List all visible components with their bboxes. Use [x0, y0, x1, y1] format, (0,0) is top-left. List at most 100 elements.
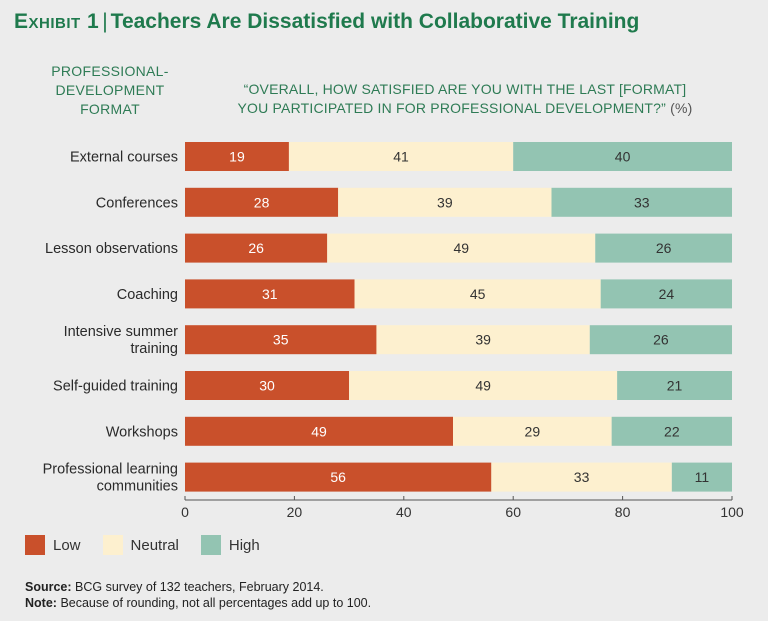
format-header-line-2: DEVELOPMENT [55, 82, 165, 98]
bar-value-label-low: 19 [229, 149, 245, 165]
x-tick-label: 20 [287, 504, 303, 520]
bar-value-label-low: 28 [254, 194, 270, 210]
bar-segment-low [185, 142, 289, 171]
legend-label-low: Low [53, 536, 81, 554]
category-label: External courses [70, 150, 178, 166]
bar-segment-low [185, 325, 377, 355]
bar-value-label-low: 56 [330, 469, 346, 485]
bar-segment-low [185, 279, 355, 309]
bar-segment-low [185, 416, 454, 446]
bar-value-label-neutral: 45 [470, 286, 486, 302]
note-text: Because of rounding, not all percentages… [60, 596, 372, 610]
note-label: Note: [25, 596, 57, 610]
question-line-2-text: YOU PARTICIPATED IN FOR PROFESSIONAL DEV… [237, 100, 667, 116]
category-label-line: training [130, 341, 178, 357]
question-line-2: YOU PARTICIPATED IN FOR PROFESSIONAL DEV… [200, 99, 730, 118]
bar-segment-neutral [338, 187, 552, 217]
bar-segment-neutral [453, 416, 612, 446]
x-tick-label: 80 [615, 504, 631, 520]
bar-value-label-neutral: 49 [475, 378, 491, 394]
bar-value-label-high: 26 [656, 240, 672, 256]
bar-segment-neutral [491, 462, 672, 492]
legend-label-high: High [228, 536, 260, 554]
category-label-line: communities [97, 479, 178, 495]
legend-item-low: Low [25, 535, 81, 555]
legend-swatch-high [200, 535, 221, 555]
bar-value-label-neutral: 39 [437, 194, 453, 210]
bar-value-label-high: 33 [634, 194, 650, 210]
legend-swatch-neutral [102, 535, 123, 555]
category-label-line: External courses [70, 150, 178, 166]
bar-segment-high [611, 416, 732, 446]
legend-swatch-low [25, 535, 45, 555]
percent-unit: (%) [670, 100, 693, 116]
category-label: Lesson observations [45, 241, 178, 257]
bar-value-label-low: 30 [259, 378, 275, 394]
bar-value-label-low: 35 [273, 332, 289, 348]
source-text: BCG survey of 132 teachers, February 201… [75, 580, 324, 594]
legend-item-neutral: Neutral [102, 535, 179, 555]
bar-value-label-low: 31 [262, 286, 278, 302]
bar-value-label-neutral: 33 [574, 469, 590, 485]
bar-segment-low [185, 462, 492, 492]
exhibit-label: Exhibit 1 [14, 10, 100, 33]
bar-segment-neutral [354, 279, 601, 309]
bar-segment-neutral [327, 233, 596, 263]
bar-segment-high [595, 233, 732, 263]
bar-value-label-high: 21 [667, 378, 683, 394]
bar-segment-low [185, 233, 328, 263]
bar-value-label-high: 40 [615, 149, 631, 165]
x-tick-label: 0 [181, 504, 189, 520]
bar-value-label-neutral: 29 [525, 423, 541, 439]
category-label-line: Self-guided training [53, 379, 178, 395]
question-header: “OVERALL, HOW SATISFIED ARE YOU WITH THE… [200, 80, 730, 118]
category-label: Coaching [117, 287, 178, 303]
legend: Low Neutral High [25, 535, 282, 555]
rounding-note: Note: Because of rounding, not all perce… [25, 595, 371, 611]
category-label-line: Intensive summer [64, 324, 179, 340]
bar-segment-neutral [288, 142, 514, 171]
title-text: Teachers Are Dissatisfied with Collabora… [110, 10, 640, 33]
bar-value-label-high: 11 [695, 469, 710, 485]
category-label-line: Workshops [106, 424, 178, 440]
category-label: Professional learning communities [43, 462, 178, 495]
title-separator: | [102, 10, 108, 33]
category-label: Conferences [96, 195, 178, 211]
footer-notes: Source: BCG survey of 132 teachers, Febr… [25, 579, 371, 611]
bar-segment-low [185, 187, 339, 217]
bar-segment-neutral [376, 325, 590, 355]
category-label: Workshops [106, 424, 178, 440]
legend-label-neutral: Neutral [130, 536, 179, 554]
bar-segment-high [600, 279, 732, 309]
bar-value-label-neutral: 41 [393, 149, 409, 165]
category-label-line: Professional learning [43, 462, 178, 478]
bar-value-label-high: 26 [653, 332, 669, 348]
question-line-1: “OVERALL, HOW SATISFIED ARE YOU WITH THE… [243, 81, 687, 97]
bar-segment-high [617, 371, 732, 400]
format-column-header: PROFESSIONAL- DEVELOPMENT FORMAT [40, 62, 180, 119]
bar-segment-high [551, 187, 732, 217]
bar-segment-neutral [349, 371, 618, 400]
x-tick-label: 40 [396, 504, 412, 520]
legend-item-high: High [200, 535, 260, 555]
source-note: Source: BCG survey of 132 teachers, Febr… [25, 579, 371, 595]
source-label: Source: [25, 580, 72, 594]
bar-value-label-low: 26 [248, 240, 264, 256]
format-header-line-1: PROFESSIONAL- [51, 63, 169, 79]
bar-segment-high [589, 325, 732, 355]
bar-segment-high [513, 142, 732, 171]
category-label-line: Coaching [117, 287, 178, 303]
format-header-line-3: FORMAT [80, 101, 140, 117]
x-tick-label: 100 [720, 504, 744, 520]
bar-segment-high [671, 462, 732, 492]
category-label: Intensive summer training [64, 324, 179, 357]
category-label-line: Lesson observations [45, 241, 178, 257]
bar-value-label-neutral: 39 [475, 332, 491, 348]
bar-value-label-low: 49 [311, 423, 327, 439]
bar-value-label-neutral: 49 [453, 240, 469, 256]
chart-title: Exhibit 1 | Teachers Are Dissatisfied with… [14, 10, 639, 34]
category-label: Self-guided training [53, 379, 178, 395]
bar-segment-low [185, 371, 350, 400]
bar-value-label-high: 22 [664, 423, 680, 439]
